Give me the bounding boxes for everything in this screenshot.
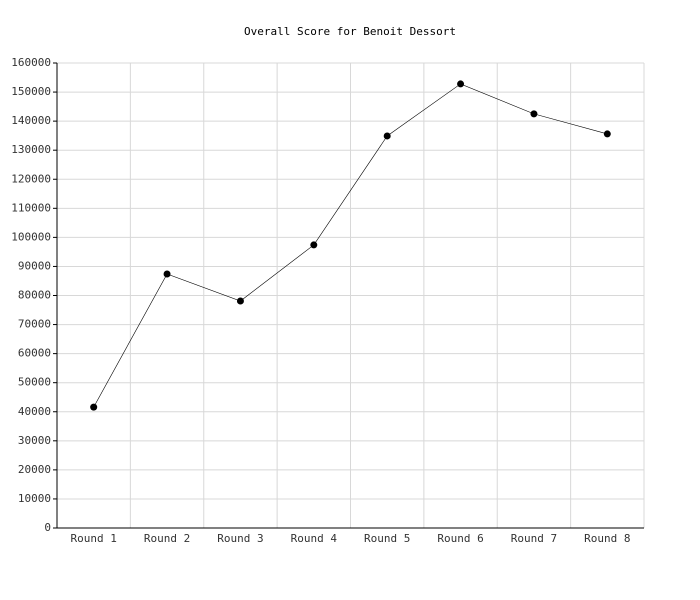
- data-point: [236, 297, 244, 305]
- data-point: [310, 241, 318, 249]
- y-tick-label: 20000: [18, 463, 51, 476]
- y-tick-label: 80000: [18, 289, 51, 302]
- y-tick-label: 40000: [18, 405, 51, 418]
- y-tick-label: 150000: [11, 85, 51, 98]
- x-tick-label: Round 8: [584, 532, 630, 545]
- y-tick-label: 130000: [11, 143, 51, 156]
- data-line: [93, 83, 608, 408]
- y-tick-label: 10000: [18, 492, 51, 505]
- y-tick-label: 50000: [18, 376, 51, 389]
- data-point: [90, 403, 98, 411]
- x-tick-label: Round 2: [144, 532, 190, 545]
- y-tick-label: 90000: [18, 259, 51, 272]
- y-tick-label: 100000: [11, 230, 51, 243]
- x-tick-label: Round 6: [437, 532, 483, 545]
- x-tick-label: Round 7: [511, 532, 557, 545]
- data-point: [383, 132, 391, 140]
- y-tick-label: 120000: [11, 172, 51, 185]
- x-tick-label: Round 3: [217, 532, 263, 545]
- y-tick-label: 30000: [18, 434, 51, 447]
- x-tick-label: Round 4: [291, 532, 338, 545]
- y-tick-label: 60000: [18, 347, 51, 360]
- data-point: [457, 80, 465, 88]
- y-tick-label: 70000: [18, 318, 51, 331]
- chart-title: Overall Score for Benoit Dessort: [244, 25, 456, 38]
- data-point: [163, 270, 171, 278]
- y-tick-label: 140000: [11, 114, 51, 127]
- x-tick-label: Round 1: [71, 532, 117, 545]
- y-tick-label: 0: [44, 521, 51, 534]
- data-point: [603, 130, 611, 138]
- y-tick-label: 160000: [11, 56, 51, 69]
- x-tick-label: Round 5: [364, 532, 410, 545]
- y-tick-label: 110000: [11, 201, 51, 214]
- data-point: [530, 110, 538, 118]
